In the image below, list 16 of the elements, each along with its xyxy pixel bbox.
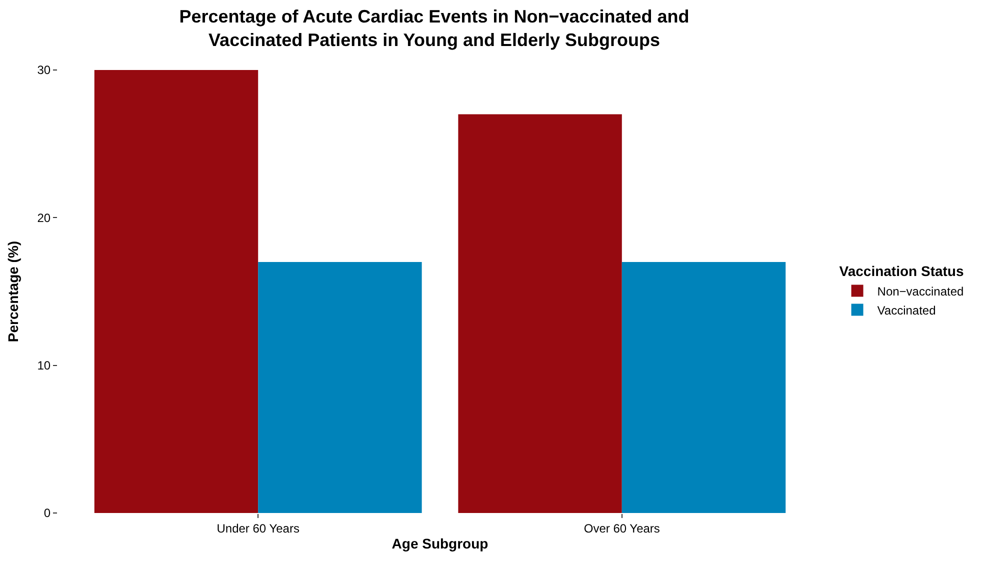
bar [258,262,422,513]
y-tick-label: 30 [37,63,51,78]
chart-title: Percentage of Acute Cardiac Events in Non−vaccinated and Vaccinated Patients in Young and Elderly Subgroups [179,6,690,50]
y-axis-title: Percentage (%) [4,240,21,342]
x-axis-title: Age Subgroup [392,536,488,552]
legend-label: Non−vaccinated [877,284,964,298]
y-tick-label: 20 [37,210,51,225]
y-tick-label: 10 [37,358,51,373]
legend-label: Vaccinated [877,303,936,318]
bar [94,70,258,513]
bar [458,114,622,513]
legend-title: Vaccination Status [839,263,964,280]
x-tick-label: Over 60 Years [584,521,660,536]
x-tick-label: Under 60 Years [216,521,300,536]
y-tick-label: 0 [44,506,51,520]
bar [622,262,786,513]
